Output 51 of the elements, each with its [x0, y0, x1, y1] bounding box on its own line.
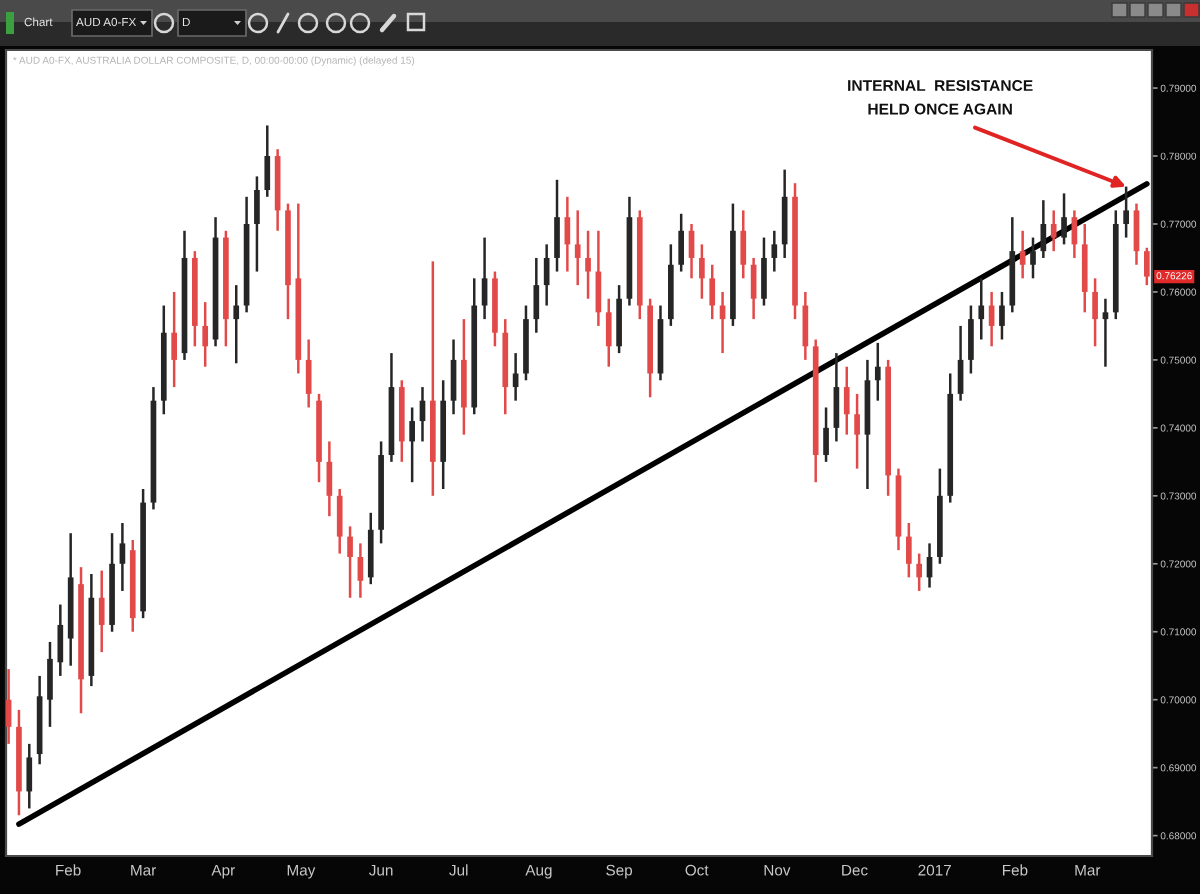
candlestick — [905, 521, 912, 579]
candlestick — [699, 243, 705, 300]
candlestick — [823, 406, 829, 464]
candlestick — [367, 511, 374, 586]
candlestick — [461, 317, 467, 436]
candlestick — [1081, 222, 1088, 314]
candlestick — [533, 256, 540, 334]
candlestick — [968, 304, 974, 375]
candlestick — [543, 243, 550, 307]
candlestick — [854, 392, 860, 470]
candlestick — [740, 209, 747, 280]
candlestick — [1061, 192, 1067, 246]
candlestick — [409, 406, 415, 484]
candlestick — [1143, 246, 1150, 287]
candlestick — [347, 525, 353, 599]
candlestick — [843, 365, 850, 436]
candlestick — [202, 300, 209, 368]
candlestick — [57, 603, 64, 678]
candlestick — [171, 290, 177, 389]
candlestick — [874, 341, 881, 402]
candlestick — [574, 209, 581, 287]
candlestick — [1102, 297, 1109, 368]
candlestick — [1019, 229, 1026, 280]
candlestick — [771, 229, 778, 273]
candlestick — [554, 178, 560, 273]
candlestick — [678, 212, 685, 273]
candlestick — [47, 640, 53, 729]
candlestick — [119, 521, 126, 593]
candlestick — [264, 124, 271, 199]
candlestick — [978, 277, 985, 341]
candlestick — [605, 297, 612, 368]
candlestick — [26, 742, 33, 810]
candlestick — [616, 283, 622, 355]
candlestick — [781, 168, 788, 260]
candlestick — [761, 236, 767, 307]
candlestick — [336, 487, 343, 555]
candlestick — [233, 283, 240, 365]
candlestick — [1050, 209, 1057, 253]
candlestick — [916, 552, 923, 593]
candlestick — [481, 236, 488, 321]
candlestick — [585, 229, 591, 300]
candlestick — [1092, 277, 1098, 348]
candlestick — [709, 263, 716, 321]
candlestick — [999, 290, 1005, 341]
candlestick — [6, 667, 12, 746]
candlestick — [254, 175, 260, 273]
candlestick — [305, 338, 312, 409]
candlestick — [1123, 185, 1129, 239]
candlestick — [98, 569, 105, 654]
candlestick — [1030, 236, 1036, 280]
candlestick — [512, 351, 519, 402]
